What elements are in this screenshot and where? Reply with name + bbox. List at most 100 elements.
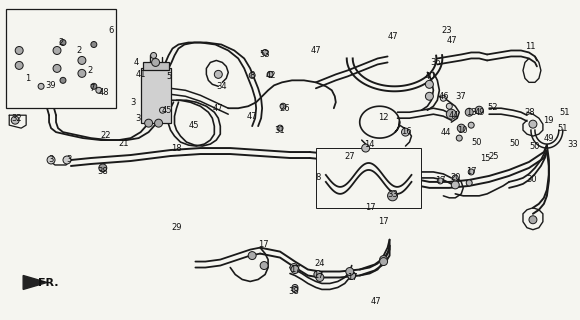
Circle shape xyxy=(452,175,458,181)
Text: 47: 47 xyxy=(387,32,398,41)
Circle shape xyxy=(38,83,44,89)
Text: 21: 21 xyxy=(118,139,129,148)
Text: 17: 17 xyxy=(435,176,445,185)
Text: 1: 1 xyxy=(26,74,31,83)
Circle shape xyxy=(290,264,298,271)
Circle shape xyxy=(151,52,157,59)
Text: 12: 12 xyxy=(378,113,389,122)
Circle shape xyxy=(215,70,222,78)
Text: 53: 53 xyxy=(260,50,270,59)
Bar xyxy=(143,62,169,70)
Text: 4: 4 xyxy=(134,58,139,67)
Text: 36: 36 xyxy=(430,58,441,67)
Text: 11: 11 xyxy=(525,42,535,51)
Text: 33: 33 xyxy=(387,190,398,199)
Circle shape xyxy=(379,258,387,266)
Text: 30: 30 xyxy=(527,175,537,184)
Text: 17: 17 xyxy=(466,167,477,176)
Text: 27: 27 xyxy=(345,151,355,161)
Text: 52: 52 xyxy=(488,103,498,112)
Text: 46: 46 xyxy=(439,92,450,101)
Text: 44: 44 xyxy=(449,111,459,120)
Text: 28: 28 xyxy=(525,108,535,117)
Text: 37: 37 xyxy=(455,92,466,101)
Text: 19: 19 xyxy=(543,116,553,125)
Text: 45: 45 xyxy=(161,106,172,115)
Circle shape xyxy=(60,40,66,45)
Circle shape xyxy=(529,120,537,128)
Text: 17: 17 xyxy=(378,217,389,226)
Text: 50: 50 xyxy=(471,138,481,147)
Circle shape xyxy=(47,156,55,164)
Text: 34: 34 xyxy=(216,82,227,91)
Text: 47: 47 xyxy=(247,112,258,121)
Circle shape xyxy=(262,50,268,55)
Circle shape xyxy=(260,261,268,269)
Circle shape xyxy=(151,59,160,67)
Circle shape xyxy=(465,108,473,116)
Circle shape xyxy=(96,87,102,93)
Text: 29: 29 xyxy=(171,223,182,232)
Circle shape xyxy=(53,64,61,72)
Text: 44: 44 xyxy=(441,128,452,137)
Text: 25: 25 xyxy=(489,151,499,161)
Text: 24: 24 xyxy=(314,259,325,268)
Text: 10: 10 xyxy=(457,126,467,135)
Circle shape xyxy=(468,169,474,175)
Bar xyxy=(316,148,422,208)
Circle shape xyxy=(316,274,324,282)
Circle shape xyxy=(440,95,447,101)
Circle shape xyxy=(60,77,66,83)
Text: 13: 13 xyxy=(466,108,477,117)
Text: 8: 8 xyxy=(249,71,255,80)
Text: 17: 17 xyxy=(289,265,300,274)
Text: 17: 17 xyxy=(258,240,269,249)
Text: 51: 51 xyxy=(557,124,568,132)
Text: 51: 51 xyxy=(560,108,570,117)
Circle shape xyxy=(78,56,86,64)
Text: 17: 17 xyxy=(347,273,358,282)
Circle shape xyxy=(379,256,387,264)
Polygon shape xyxy=(23,276,47,289)
Bar xyxy=(6,9,116,108)
Text: 3: 3 xyxy=(130,98,135,107)
Text: 32: 32 xyxy=(11,114,21,123)
Text: 47: 47 xyxy=(447,36,458,45)
Text: 49: 49 xyxy=(543,133,554,143)
Text: 41: 41 xyxy=(135,70,146,79)
Circle shape xyxy=(144,119,153,127)
Text: 49: 49 xyxy=(475,108,485,117)
Circle shape xyxy=(468,122,474,128)
Circle shape xyxy=(425,92,433,100)
Circle shape xyxy=(387,191,397,201)
Text: 20: 20 xyxy=(450,173,461,182)
Text: 50: 50 xyxy=(510,139,520,148)
Text: 15: 15 xyxy=(480,154,491,163)
Circle shape xyxy=(475,106,483,114)
Text: 47: 47 xyxy=(370,297,381,306)
Circle shape xyxy=(15,61,23,69)
Text: 47: 47 xyxy=(213,104,224,113)
Circle shape xyxy=(457,124,465,132)
Circle shape xyxy=(346,268,354,276)
Circle shape xyxy=(53,46,61,54)
Text: FR.: FR. xyxy=(38,278,59,288)
Circle shape xyxy=(451,181,459,189)
Circle shape xyxy=(292,284,298,291)
Text: 45: 45 xyxy=(188,121,199,130)
Circle shape xyxy=(155,119,162,127)
Circle shape xyxy=(15,46,23,54)
Text: 31: 31 xyxy=(275,126,285,135)
Text: 47: 47 xyxy=(310,46,321,55)
Text: 7: 7 xyxy=(89,84,95,93)
Circle shape xyxy=(11,116,19,124)
Text: 17: 17 xyxy=(314,271,324,280)
Circle shape xyxy=(362,144,369,152)
Circle shape xyxy=(280,103,286,109)
Circle shape xyxy=(267,71,273,77)
Text: 16: 16 xyxy=(401,127,412,136)
Circle shape xyxy=(401,128,409,136)
Text: 48: 48 xyxy=(99,88,109,97)
Text: 14: 14 xyxy=(364,140,375,148)
Circle shape xyxy=(91,83,97,89)
